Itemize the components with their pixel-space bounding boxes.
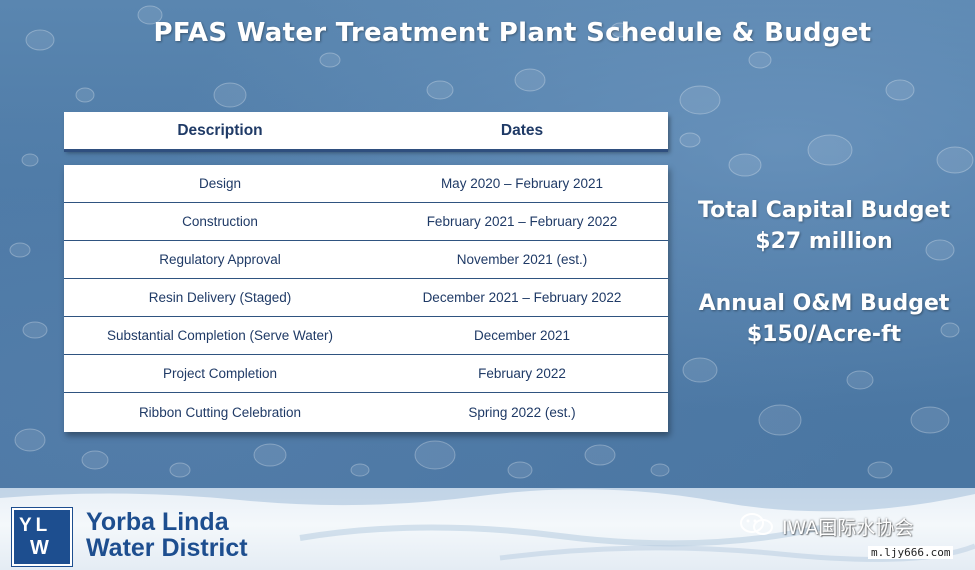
header-dates: Dates bbox=[500, 121, 544, 139]
cell-dates: Spring 2022 (est.) bbox=[468, 405, 576, 420]
watermark-text: IWA国际水协会 bbox=[782, 517, 914, 539]
watermark-url: m.ljy666.com bbox=[868, 546, 954, 559]
slide-background: PFAS Water Treatment Plant Schedule & Bu… bbox=[0, 0, 975, 488]
cell-dates: December 2021 – February 2022 bbox=[422, 290, 622, 305]
table-row: Design May 2020 – February 2021 bbox=[64, 165, 668, 203]
table-row: Construction February 2021 – February 20… bbox=[64, 203, 668, 241]
table-row: Regulatory Approval November 2021 (est.) bbox=[64, 241, 668, 279]
cell-dates: February 2022 bbox=[478, 366, 566, 381]
logo-mark-bottom: W bbox=[30, 537, 49, 559]
wechat-icon bbox=[740, 513, 773, 535]
header-description: Description bbox=[177, 121, 263, 139]
om-budget-value: $150/Acre-ft bbox=[746, 322, 902, 347]
capital-budget: Total Capital Budget $27 million bbox=[690, 195, 958, 257]
cell-description: Construction bbox=[182, 214, 258, 229]
cell-description: Regulatory Approval bbox=[159, 252, 281, 267]
schedule-table-body: Design May 2020 – February 2021 Construc… bbox=[64, 165, 668, 432]
table-row: Ribbon Cutting Celebration Spring 2022 (… bbox=[64, 393, 668, 432]
logo-line-1: Yorba Linda bbox=[86, 508, 229, 536]
footer-band: YL W Yorba Linda Water District IWA国际水协会… bbox=[0, 488, 975, 570]
schedule-table-header: Description Dates bbox=[64, 112, 668, 149]
water-droplets-decoration bbox=[0, 0, 975, 488]
ylwd-logo-mark: YL W bbox=[12, 508, 72, 566]
om-budget-label: Annual O&M Budget bbox=[698, 291, 950, 316]
cell-dates: November 2021 (est.) bbox=[456, 252, 588, 267]
cell-dates: December 2021 bbox=[473, 328, 571, 343]
om-budget: Annual O&M Budget $150/Acre-ft bbox=[690, 288, 958, 350]
table-row: Project Completion February 2022 bbox=[64, 355, 668, 393]
slide-title: PFAS Water Treatment Plant Schedule & Bu… bbox=[153, 18, 872, 48]
cell-description: Substantial Completion (Serve Water) bbox=[106, 328, 334, 343]
cell-dates: May 2020 – February 2021 bbox=[440, 176, 604, 191]
cell-description: Resin Delivery (Staged) bbox=[148, 290, 292, 305]
table-row: Substantial Completion (Serve Water) Dec… bbox=[64, 317, 668, 355]
logo-line-2: Water District bbox=[86, 534, 248, 562]
cell-description: Ribbon Cutting Celebration bbox=[138, 405, 302, 420]
capital-budget-label: Total Capital Budget bbox=[698, 198, 950, 223]
cell-description: Project Completion bbox=[162, 366, 278, 381]
table-row: Resin Delivery (Staged) December 2021 – … bbox=[64, 279, 668, 317]
ylwd-logo-text: Yorba Linda Water District bbox=[86, 509, 248, 561]
capital-budget-value: $27 million bbox=[755, 229, 893, 254]
cell-description: Design bbox=[198, 176, 242, 191]
cell-dates: February 2021 – February 2022 bbox=[426, 214, 618, 229]
logo-mark-top: YL bbox=[19, 515, 52, 536]
